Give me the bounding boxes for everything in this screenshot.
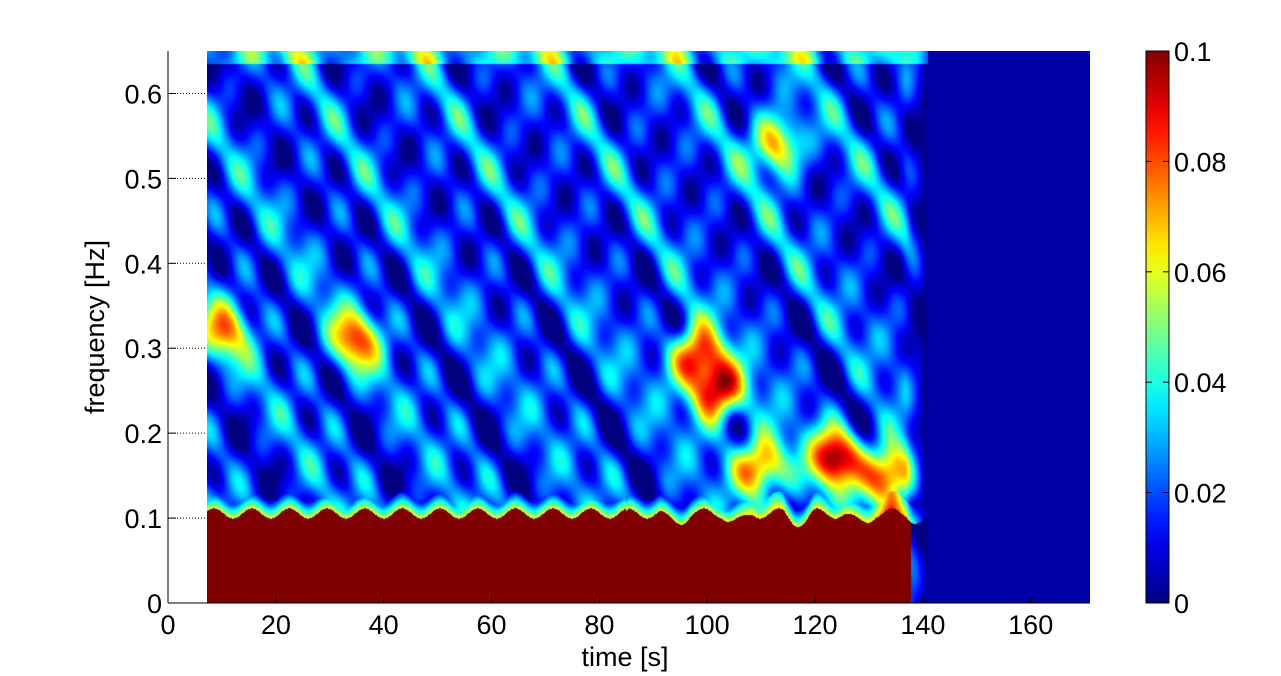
y-tick-label: 0 (147, 589, 162, 619)
colorbar-gradient (1146, 51, 1169, 603)
colorbar-tick-label: 0.02 (1174, 479, 1227, 509)
x-axis-label: time [s] (581, 642, 668, 672)
y-tick-label: 0.1 (124, 504, 162, 534)
y-tick-label: 0.3 (124, 334, 162, 364)
colorbar-tick-label: 0.08 (1174, 147, 1227, 177)
x-tick-label: 40 (369, 610, 399, 640)
y-tick-label: 0.2 (124, 419, 162, 449)
heatmap-image (207, 51, 1090, 603)
x-tick-label: 160 (1008, 610, 1053, 640)
x-tick-label: 20 (261, 610, 291, 640)
y-axis-label: frequency [Hz] (80, 240, 110, 414)
colorbar: 0 0.02 0.04 0.06 0.08 0.1 (1145, 37, 1227, 619)
y-tick-label: 0.4 (124, 249, 162, 279)
colorbar-tick-label: 0.04 (1174, 368, 1227, 398)
x-tick-label: 140 (900, 610, 945, 640)
y-tick-label: 0.5 (124, 164, 162, 194)
colorbar-frame (1145, 50, 1170, 604)
colorbar-tick-label: 0.1 (1174, 37, 1212, 67)
x-tick-label: 60 (476, 610, 506, 640)
y-ticks: 0 0.1 0.2 0.3 0.4 0.5 0.6 (124, 79, 176, 619)
x-tick-label: 100 (685, 610, 730, 640)
x-tick-label: 80 (584, 610, 614, 640)
plot-area: 0 20 40 60 80 100 120 140 160 0 0.1 0.2 0.3 0.4 0.5 0.… (124, 51, 1090, 640)
x-tick-label: 0 (160, 610, 175, 640)
x-tick-label: 120 (792, 610, 837, 640)
colorbar-tick-label: 0.06 (1174, 258, 1227, 288)
colorbar-tick-label: 0 (1174, 589, 1189, 619)
y-tick-label: 0.6 (124, 79, 162, 109)
x-ticks: 0 20 40 60 80 100 120 140 160 (160, 595, 1053, 640)
colorbar-ticks: 0 0.02 0.04 0.06 0.08 0.1 (1146, 37, 1227, 619)
